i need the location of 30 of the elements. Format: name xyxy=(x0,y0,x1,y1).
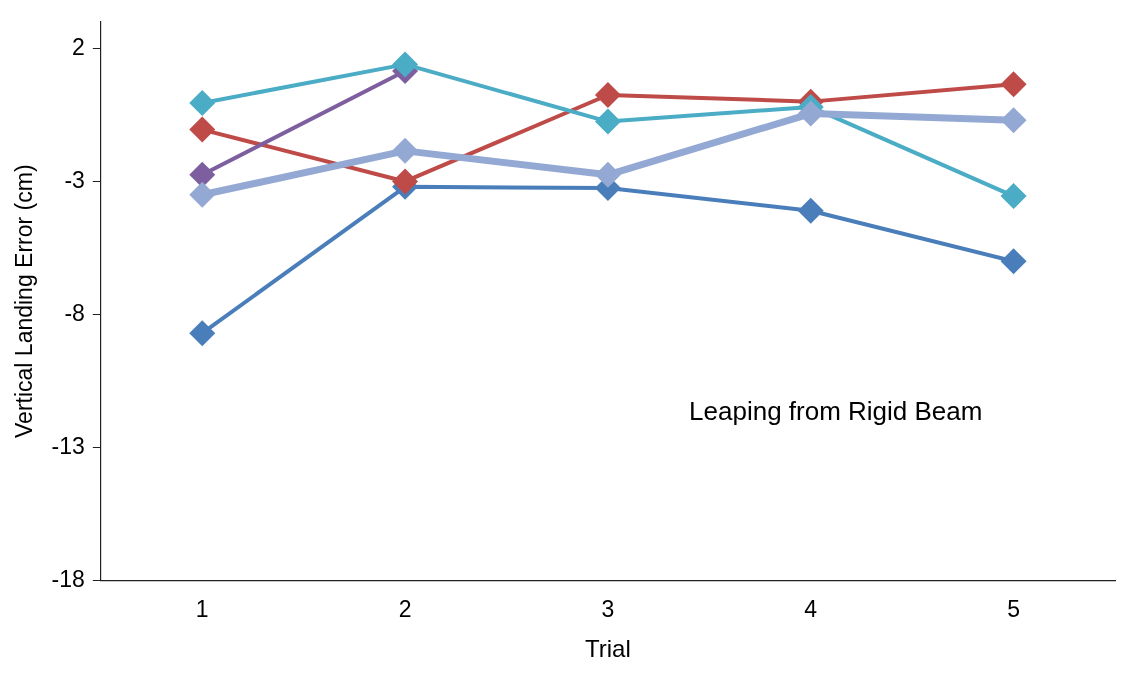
x-tick-label: 5 xyxy=(1007,595,1020,622)
point xyxy=(392,168,419,195)
point xyxy=(594,81,621,108)
point xyxy=(189,320,216,347)
point xyxy=(594,108,621,135)
x-tick-label: 3 xyxy=(601,595,615,622)
point xyxy=(1000,107,1027,134)
point xyxy=(189,89,216,116)
x-tick-label: 2 xyxy=(398,595,412,622)
point xyxy=(594,161,621,188)
point xyxy=(392,137,419,164)
x-axis-title: Trial xyxy=(585,635,631,663)
point xyxy=(189,161,216,188)
x-tick-label: 4 xyxy=(804,595,818,622)
point xyxy=(189,181,216,208)
point xyxy=(797,100,824,127)
y-tick-label: 2 xyxy=(72,33,85,60)
y-tick-label: -18 xyxy=(51,565,85,592)
y-axis-title: Vertical Landing Error (cm) xyxy=(11,164,38,438)
x-tick-label: 1 xyxy=(195,595,209,622)
point xyxy=(1000,183,1027,210)
annotation: Leaping from Rigid Beam xyxy=(689,396,983,427)
point xyxy=(1000,71,1027,98)
point xyxy=(392,51,419,78)
y-tick-label: -3 xyxy=(64,166,85,193)
y-tick-label: -8 xyxy=(64,299,85,326)
point xyxy=(1000,248,1027,275)
point xyxy=(797,197,824,224)
point xyxy=(189,116,216,143)
y-tick-label: -13 xyxy=(51,432,85,459)
